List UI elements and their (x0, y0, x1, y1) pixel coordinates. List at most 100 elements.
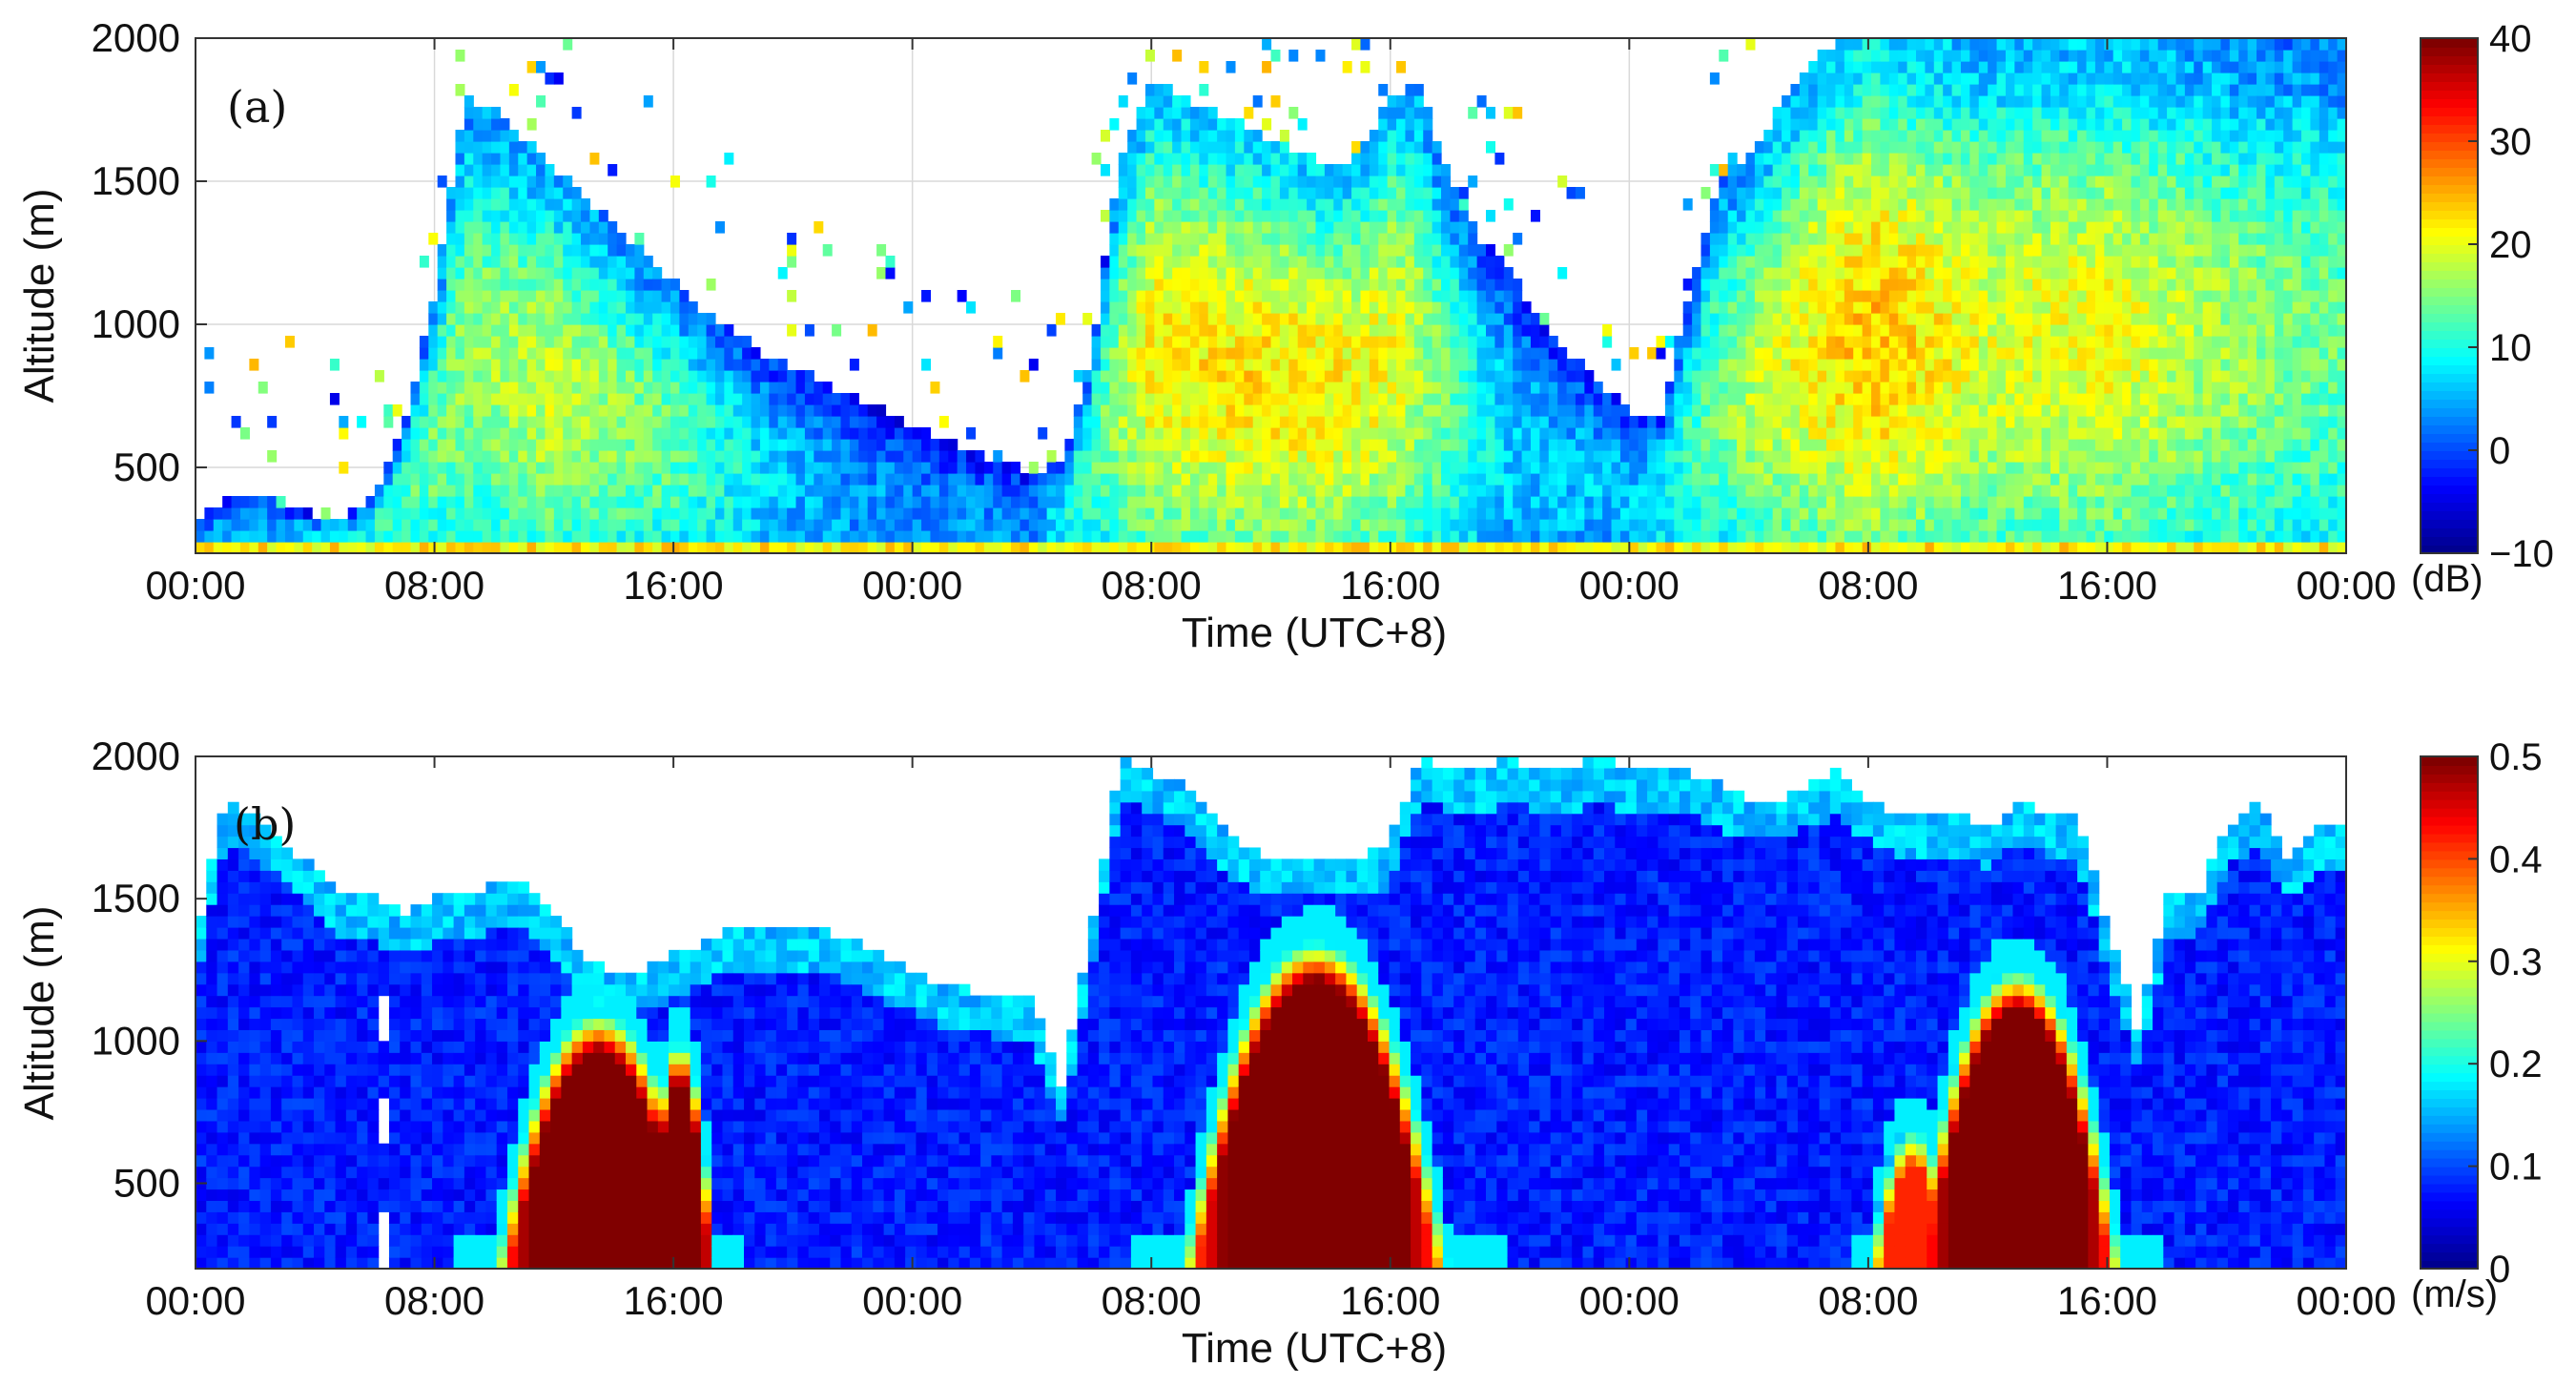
heatmap-cell (1172, 210, 1183, 222)
heatmap-cell (1324, 244, 1334, 257)
heatmap-cell (1943, 382, 1953, 394)
heatmap-cell (437, 416, 447, 428)
heatmap-cell (1226, 382, 1236, 394)
heatmap-cell (1790, 164, 1801, 176)
heatmap-cell (626, 450, 635, 463)
heatmap-cell (903, 301, 914, 314)
heatmap-cell (1682, 324, 1693, 337)
heatmap-cell (1719, 301, 1729, 314)
heatmap-cell (1933, 130, 1944, 142)
heatmap-cell (1100, 279, 1110, 291)
heatmap-cell (626, 439, 635, 451)
heatmap-cell (626, 382, 635, 394)
heatmap-cell (553, 267, 564, 279)
heatmap-cell (616, 279, 627, 291)
heatmap-cell (1154, 370, 1164, 382)
heatmap-cell (795, 382, 806, 394)
heatmap-cell (795, 519, 806, 531)
heatmap-cell (1709, 301, 1720, 314)
heatmap-cell (1262, 473, 1272, 486)
heatmap-cell (1862, 164, 1872, 176)
heatmap-cell (1486, 416, 1495, 428)
heatmap-cell (1898, 210, 1908, 222)
heatmap-cell (1252, 393, 1263, 405)
heatmap-cell (885, 256, 896, 268)
heatmap-cell (1772, 404, 1783, 417)
heatmap-cell (1916, 176, 1926, 188)
heatmap-cell (957, 462, 967, 474)
heatmap-cell (482, 542, 492, 553)
heatmap-cell (938, 462, 949, 474)
heatmap-cell (679, 485, 690, 497)
heatmap-cell (1790, 107, 1801, 119)
heatmap-cell (1817, 72, 1827, 85)
heatmap-cell (1513, 370, 1523, 382)
heatmap-cell (1270, 416, 1281, 428)
heatmap-cell (1144, 462, 1155, 474)
heatmap-cell (1154, 336, 1164, 348)
heatmap-cell (571, 496, 582, 508)
heatmap-cell (455, 359, 465, 371)
heatmap-cell (1494, 530, 1505, 543)
heatmap-cell (1127, 313, 1138, 325)
heatmap-cell (921, 450, 932, 463)
heatmap-cell (500, 485, 510, 497)
heatmap-cell (320, 507, 331, 520)
heatmap-cell (437, 496, 447, 508)
heatmap-cell (1252, 485, 1263, 497)
heatmap-cell (1199, 324, 1209, 337)
heatmap-cell (1772, 370, 1783, 382)
heatmap-cell (1862, 450, 1872, 463)
heatmap-cell (1503, 313, 1514, 325)
heatmap-cell (1951, 496, 1962, 508)
heatmap-cell (553, 176, 564, 188)
heatmap-cell (814, 542, 824, 553)
heatmap-cell (634, 530, 645, 543)
heatmap-cell (1038, 496, 1048, 508)
heatmap-cell (1763, 187, 1774, 199)
heatmap-cell (276, 507, 286, 520)
heatmap-cell (697, 347, 708, 360)
heatmap-cell (598, 324, 608, 337)
heatmap-cell (1432, 485, 1442, 497)
heatmap-cell (626, 279, 635, 291)
heatmap-cell (1144, 507, 1155, 520)
heatmap-cell (508, 210, 519, 222)
heatmap-cell (545, 267, 555, 279)
heatmap-cell (1925, 130, 1935, 142)
heatmap-cell (1727, 427, 1738, 440)
heatmap-cell (688, 427, 698, 440)
heatmap-cell (1387, 187, 1397, 199)
heatmap-cell (526, 382, 537, 394)
heatmap-cell (1521, 427, 1532, 440)
heatmap-cell (491, 404, 502, 417)
heatmap-cell (751, 542, 761, 553)
heatmap-cell (1916, 72, 1926, 85)
heatmap-cell (1307, 301, 1317, 314)
heatmap-cell (1369, 267, 1379, 279)
heatmap-cell (1943, 187, 1953, 199)
heatmap-cell (652, 370, 663, 382)
heatmap-cell (759, 507, 770, 520)
heatmap-cell (661, 359, 671, 371)
heatmap-cell (1933, 473, 1944, 486)
heatmap-cell (473, 107, 484, 119)
heatmap-cell (1835, 141, 1845, 154)
heatmap-cell (1737, 542, 1747, 553)
heatmap-cell (697, 530, 708, 543)
heatmap-cell (1888, 130, 1899, 142)
heatmap-cell (921, 473, 932, 486)
heatmap-cell (697, 439, 708, 451)
heatmap-cell (1378, 347, 1389, 360)
heatmap-cell (1091, 450, 1102, 463)
heatmap-cell (518, 450, 528, 463)
heatmap-cell (1566, 370, 1577, 382)
heatmap-cell (1692, 462, 1702, 474)
heatmap-cell (903, 485, 914, 497)
heatmap-cell (1413, 439, 1424, 451)
heatmap-cell (1871, 72, 1882, 85)
heatmap-cell (1118, 267, 1128, 279)
heatmap-cell (1288, 210, 1299, 222)
heatmap-cell (491, 221, 502, 234)
heatmap-cell (1351, 210, 1362, 222)
